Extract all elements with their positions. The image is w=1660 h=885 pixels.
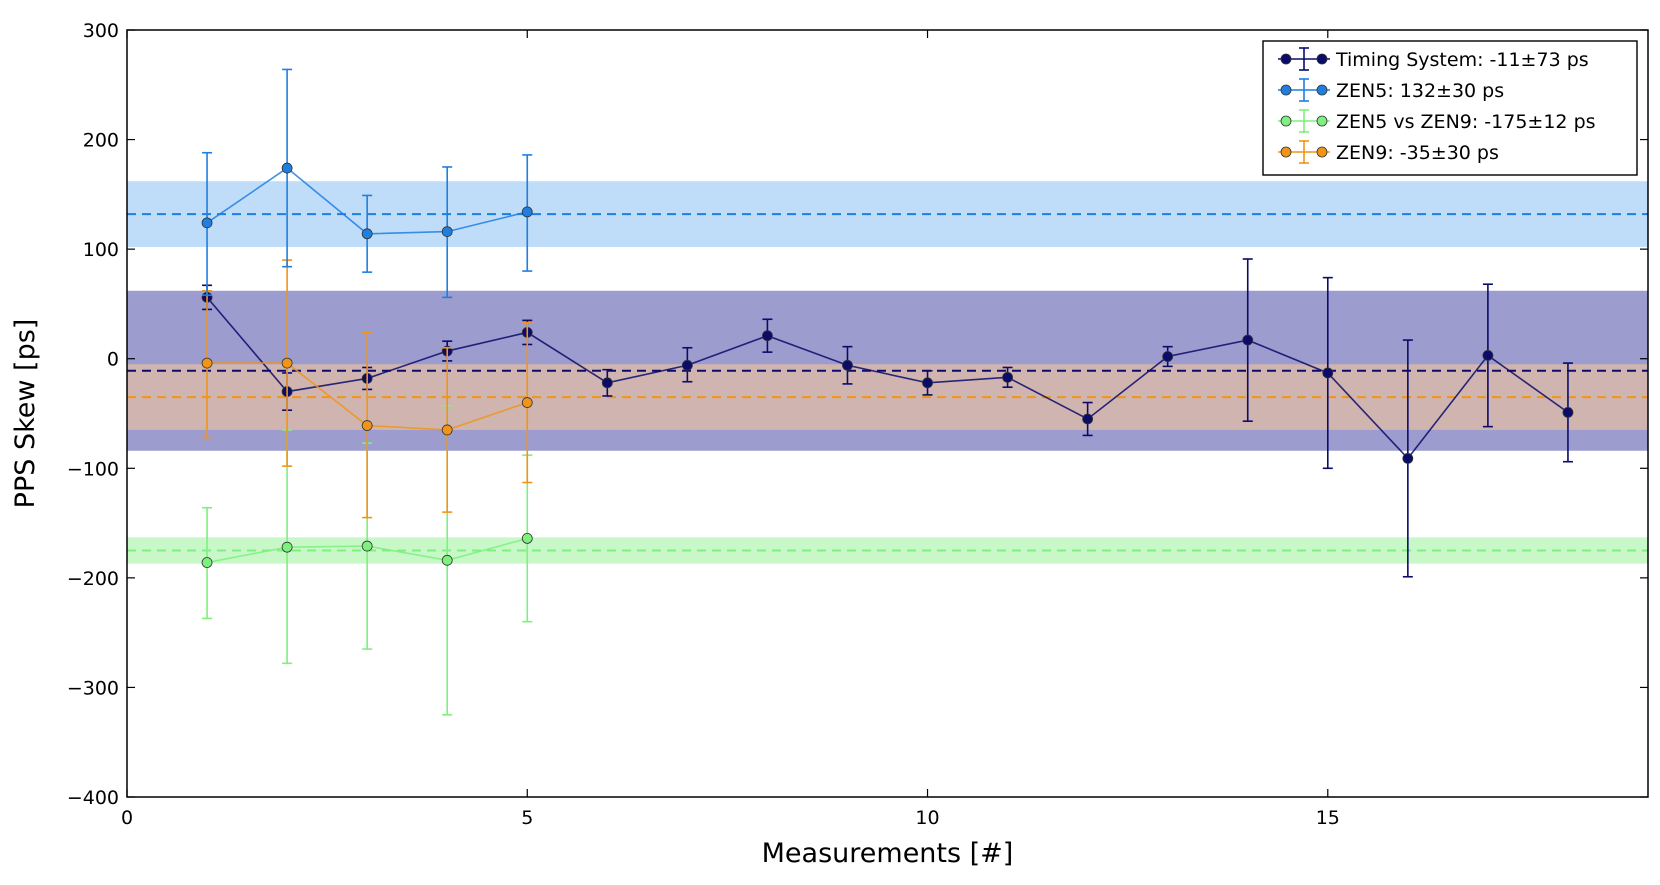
uncertainty-bands: [127, 181, 1648, 564]
point-series-0-10: [1002, 371, 1013, 383]
legend-marker-a-0: [1280, 53, 1292, 65]
x-tick-label-0: 0: [121, 807, 133, 829]
legend-marker-a-1: [1280, 84, 1292, 96]
x-tick-label-1: 5: [521, 807, 533, 829]
y-tick-label-1: 200: [83, 130, 119, 152]
legend: Timing System: -11±73 ps ZEN5: 132±30 ps Z…: [1262, 40, 1638, 176]
legend-label-2: ZEN5 vs ZEN9: -175±12 ps: [1336, 111, 1596, 133]
point-series-1-4: [521, 206, 533, 218]
legend-marker-b-3: [1316, 146, 1328, 158]
legend-marker-a-3: [1280, 146, 1292, 158]
plot-frame: [126, 29, 1649, 798]
point-series-0-5: [601, 377, 613, 389]
point-series-0-17: [1562, 407, 1574, 418]
y-tick-label-7: −400: [67, 787, 119, 809]
point-series-0-7: [762, 330, 773, 342]
legend-label-1: ZEN5: 132±30 ps: [1336, 80, 1504, 102]
point-series-0-6: [681, 359, 693, 371]
data-series: [201, 68, 1574, 716]
point-series-2-4: [521, 533, 533, 544]
legend-marker-b-0: [1316, 53, 1328, 65]
legend-entry-2: ZEN5 vs ZEN9: -175±12 ps: [1278, 109, 1596, 133]
point-series-0-15: [1402, 453, 1414, 464]
series-3: [201, 259, 533, 519]
point-series-0-16: [1482, 350, 1494, 361]
point-series-0-9: [922, 377, 933, 389]
point-series-1-1: [281, 162, 293, 174]
y-tick-label-6: −300: [67, 677, 119, 699]
legend-entry-1: ZEN5: 132±30 ps: [1278, 78, 1504, 102]
y-axis-title: PPS Skew [ps]: [10, 319, 41, 509]
y-tick-label-2: 100: [83, 239, 119, 261]
y-tick-label-3: 0: [107, 349, 119, 371]
legend-label-0: Timing System: -11±73 ps: [1335, 49, 1589, 71]
y-tick-label-4: −100: [67, 458, 119, 480]
point-series-2-2: [361, 540, 373, 552]
series-1: [201, 68, 533, 299]
point-series-2-0: [201, 557, 213, 568]
point-series-2-3: [441, 554, 453, 566]
legend-marker-b-1: [1316, 84, 1328, 96]
point-series-1-0: [201, 217, 213, 229]
legend-label-3: ZEN9: -35±30 ps: [1336, 142, 1499, 164]
point-series-0-13: [1242, 334, 1254, 346]
point-series-0-11: [1082, 413, 1094, 425]
point-series-0-14: [1322, 367, 1334, 379]
mean-lines: [127, 213, 1648, 552]
point-series-3-3: [441, 424, 453, 436]
x-tick-label-3: 15: [1316, 807, 1340, 829]
legend-entry-3: ZEN9: -35±30 ps: [1278, 140, 1499, 164]
point-series-2-1: [281, 541, 293, 553]
series-line-0: [206, 296, 1569, 460]
y-tick-label-5: −200: [67, 568, 119, 590]
legend-marker-a-2: [1280, 115, 1292, 127]
point-series-0-12: [1162, 351, 1174, 362]
x-tick-label-2: 10: [915, 807, 939, 829]
legend-marker-b-2: [1316, 115, 1328, 127]
point-series-1-2: [361, 228, 373, 240]
point-series-3-1: [281, 357, 293, 369]
point-series-3-4: [521, 397, 533, 408]
axis-ticks: 0 5 10 15 300 200 100 0 −100 −200 −300 −400: [67, 20, 1648, 829]
point-series-3-0: [201, 357, 213, 369]
y-tick-label-0: 300: [83, 20, 119, 42]
point-series-0-8: [842, 359, 853, 371]
x-axis-title: Measurements [#]: [762, 838, 1014, 869]
point-series-3-2: [361, 420, 373, 431]
point-series-1-3: [441, 226, 453, 238]
legend-entry-0: Timing System: -11±73 ps: [1278, 47, 1589, 71]
